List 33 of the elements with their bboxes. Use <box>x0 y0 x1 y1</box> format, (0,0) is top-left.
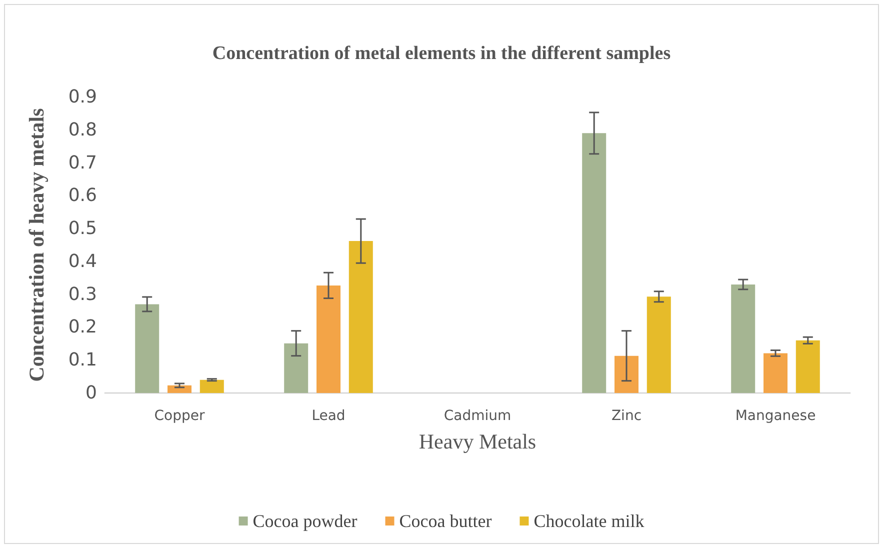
y-tick-label: 0.2 <box>68 316 97 338</box>
x-tick-label: Zinc <box>611 408 642 424</box>
y-tick-label: 0 <box>86 382 97 404</box>
chart-title: Concentration of metal elements in the different samples <box>212 43 671 64</box>
x-tick-label: Lead <box>312 408 346 424</box>
bar <box>316 285 340 393</box>
bar <box>764 353 788 393</box>
bar <box>614 356 638 393</box>
bar <box>200 380 224 393</box>
legend-label: Cocoa butter <box>399 511 492 531</box>
bar <box>796 340 820 393</box>
y-tick-label: 0.7 <box>68 152 97 174</box>
y-tick-label: 0.1 <box>68 350 97 371</box>
bar <box>348 241 373 393</box>
y-tick-label: 0.4 <box>68 250 97 272</box>
y-axis-title: Concentration of heavy metals <box>24 108 48 382</box>
y-tick-label: 0.9 <box>68 86 97 108</box>
x-tick-label: Cadmium <box>444 408 512 424</box>
bar <box>582 133 606 393</box>
legend-label: Chocolate milk <box>534 511 644 531</box>
y-tick-label: 0.3 <box>68 284 97 305</box>
bar <box>168 385 192 393</box>
x-tick-label: Copper <box>154 408 205 424</box>
y-tick-label: 0.8 <box>68 119 97 140</box>
legend-label: Cocoa powder <box>252 511 358 531</box>
bar <box>646 296 671 393</box>
x-tick-label: Manganese <box>735 408 816 424</box>
bar <box>135 304 160 393</box>
bar <box>731 284 756 393</box>
x-axis-title: Heavy Metals <box>418 430 536 454</box>
bar <box>284 343 308 393</box>
y-tick-label: 0.6 <box>68 185 97 206</box>
y-tick-label: 0.5 <box>68 218 97 240</box>
